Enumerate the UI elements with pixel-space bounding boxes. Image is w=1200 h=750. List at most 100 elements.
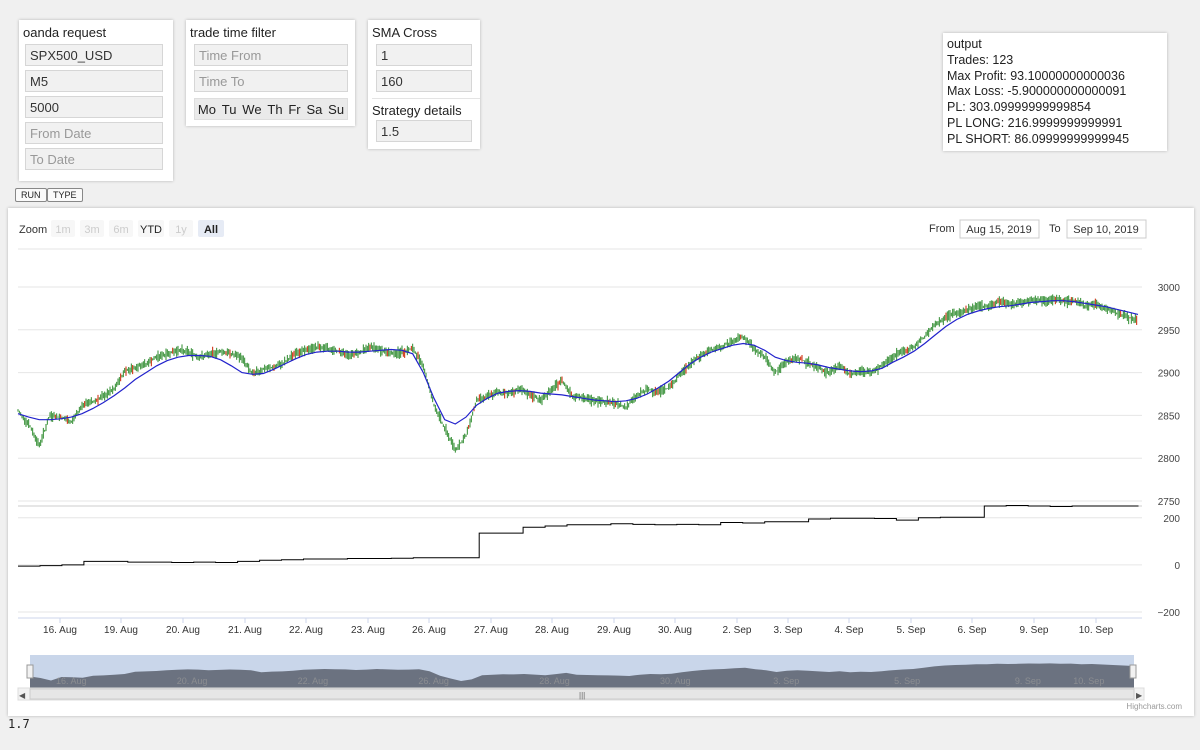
navigator-tick-label: 5. Sep bbox=[894, 676, 920, 686]
navigator-right-handle[interactable] bbox=[1129, 664, 1137, 679]
x-tick-label: 19. Aug bbox=[104, 625, 138, 636]
sma-slow-input[interactable] bbox=[376, 70, 472, 92]
instrument-input[interactable] bbox=[25, 44, 163, 66]
scroll-left-arrow-icon[interactable]: ◀ bbox=[19, 691, 26, 700]
chart-scrollbar-thumb[interactable] bbox=[29, 688, 1135, 700]
sma-fast-input[interactable] bbox=[376, 44, 472, 66]
output-title: output bbox=[947, 37, 982, 51]
output-trades: Trades: 123 bbox=[947, 52, 1014, 67]
output-pl-long: PL LONG: 216.9999999999991 bbox=[947, 115, 1123, 130]
zoom-button-1y[interactable]: 1y bbox=[169, 220, 193, 237]
highcharts-credits[interactable]: Highcharts.com bbox=[1126, 702, 1182, 711]
version-label: 1.7 bbox=[8, 717, 30, 731]
x-tick-label: 30. Aug bbox=[658, 625, 692, 636]
zoom-button-bg[interactable] bbox=[138, 220, 164, 237]
run-button[interactable]: RUN bbox=[15, 188, 47, 202]
zoom-label: Zoom bbox=[19, 224, 47, 236]
zoom-button-label[interactable]: 1y bbox=[175, 224, 187, 236]
type-button[interactable]: TYPE bbox=[47, 188, 83, 202]
navigator-tick-label: 9. Sep bbox=[1015, 676, 1041, 686]
navigator-tick-label: 20. Aug bbox=[177, 676, 208, 686]
from-date-value[interactable]: Aug 15, 2019 bbox=[966, 224, 1031, 236]
zoom-button-label[interactable]: 6m bbox=[113, 224, 128, 236]
time-from-input[interactable] bbox=[194, 44, 348, 66]
price-tick-label: 2750 bbox=[1158, 497, 1181, 508]
x-tick-label: 4. Sep bbox=[835, 625, 864, 636]
pl-series-line bbox=[17, 505, 1139, 567]
sma-series-line bbox=[17, 300, 1139, 425]
trade-time-filter-panel: trade time filter Mo Tu We Th Fr Sa Su bbox=[186, 20, 355, 126]
navigator-tick-label: 22. Aug bbox=[298, 676, 329, 686]
x-tick-label: 16. Aug bbox=[43, 625, 77, 636]
zoom-button-bg[interactable] bbox=[198, 220, 224, 237]
to-date-box[interactable] bbox=[1066, 219, 1147, 239]
zoom-button-6m[interactable]: 6m bbox=[109, 220, 133, 237]
navigator-left-handle[interactable] bbox=[26, 664, 34, 679]
count-input[interactable] bbox=[25, 96, 163, 118]
oanda-request-title: oanda request bbox=[23, 25, 107, 40]
zoom-button-label[interactable]: 1m bbox=[55, 224, 70, 236]
zoom-button-ytd[interactable]: YTD bbox=[138, 220, 164, 237]
day-toggle-th[interactable]: Th bbox=[267, 101, 283, 117]
trade-time-filter-title: trade time filter bbox=[190, 25, 276, 40]
x-tick-label: 10. Sep bbox=[1079, 625, 1114, 636]
time-to-input[interactable] bbox=[194, 70, 348, 92]
output-max-loss: Max Loss: -5.900000000000091 bbox=[947, 84, 1127, 99]
zoom-button-label[interactable]: 3m bbox=[84, 224, 99, 236]
x-tick-label: 5. Sep bbox=[897, 625, 926, 636]
sma-cross-panel: SMA Cross Strategy details bbox=[368, 20, 480, 149]
x-tick-label: 20. Aug bbox=[166, 625, 200, 636]
x-tick-label: 21. Aug bbox=[228, 625, 262, 636]
price-tick-label: 2800 bbox=[1158, 454, 1181, 465]
price-tick-label: 2900 bbox=[1158, 369, 1181, 380]
x-tick-label: 23. Aug bbox=[351, 625, 385, 636]
navigator-series-area bbox=[30, 663, 1134, 688]
scrollbar-grip-icon[interactable]: ||| bbox=[579, 691, 585, 700]
to-date-input[interactable] bbox=[25, 148, 163, 170]
output-pl-short: PL SHORT: 86.09999999999945 bbox=[947, 131, 1130, 146]
x-tick-label: 2. Sep bbox=[723, 625, 752, 636]
x-tick-label: 27. Aug bbox=[474, 625, 508, 636]
output-panel: output Trades: 123 Max Profit: 93.100000… bbox=[943, 33, 1167, 151]
x-tick-label: 22. Aug bbox=[289, 625, 323, 636]
stock-chart-panel: Zoom 1m 3m 6m YTD 1y All From Aug 15, 2019 To… bbox=[8, 208, 1194, 716]
stock-chart: Zoom 1m 3m 6m YTD 1y All From Aug 15, 2019 To… bbox=[17, 219, 1182, 711]
to-label: To bbox=[1049, 223, 1061, 235]
zoom-button-bg[interactable] bbox=[109, 220, 133, 237]
zoom-button-bg[interactable] bbox=[51, 220, 75, 237]
from-date-box[interactable] bbox=[959, 219, 1040, 239]
from-label: From bbox=[929, 223, 955, 235]
oanda-request-panel: oanda request bbox=[19, 20, 173, 181]
zoom-button-all[interactable]: All bbox=[198, 220, 224, 237]
strategy-details-input[interactable] bbox=[376, 120, 472, 142]
x-tick-label: 3. Sep bbox=[774, 625, 803, 636]
granularity-input[interactable] bbox=[25, 70, 163, 92]
zoom-button-bg[interactable] bbox=[169, 220, 193, 237]
zoom-button-label[interactable]: All bbox=[204, 224, 218, 236]
day-toggle-mo[interactable]: Mo bbox=[197, 101, 216, 117]
navigator-tick-label: 26. Aug bbox=[418, 676, 449, 686]
output-pl: PL: 303.09999999999854 bbox=[947, 100, 1091, 115]
navigator-tick-label: 3. Sep bbox=[773, 676, 799, 686]
zoom-button-1m[interactable]: 1m bbox=[51, 220, 75, 237]
scroll-right-arrow-icon[interactable]: ▶ bbox=[1136, 691, 1143, 700]
pl-tick-label: 200 bbox=[1163, 514, 1180, 525]
weekday-selector: Mo Tu We Th Fr Sa Su bbox=[194, 98, 348, 120]
price-tick-label: 2850 bbox=[1158, 411, 1181, 422]
to-date-value[interactable]: Sep 10, 2019 bbox=[1073, 224, 1138, 236]
x-tick-label: 26. Aug bbox=[412, 625, 446, 636]
day-toggle-su[interactable]: Su bbox=[328, 101, 345, 117]
day-toggle-sa[interactable]: Sa bbox=[306, 101, 323, 117]
from-date-input[interactable] bbox=[25, 122, 163, 144]
strategy-details-title: Strategy details bbox=[372, 98, 480, 118]
x-tick-label: 29. Aug bbox=[597, 625, 631, 636]
day-toggle-tu[interactable]: Tu bbox=[221, 101, 237, 117]
sma-cross-title: SMA Cross bbox=[372, 25, 438, 40]
zoom-button-3m[interactable]: 3m bbox=[80, 220, 104, 237]
zoom-button-bg[interactable] bbox=[80, 220, 104, 237]
day-toggle-we[interactable]: We bbox=[242, 101, 262, 117]
day-toggle-fr[interactable]: Fr bbox=[288, 101, 301, 117]
zoom-button-label[interactable]: YTD bbox=[140, 224, 162, 236]
navigator-tick-label: 28. Aug bbox=[539, 676, 570, 686]
price-tick-label: 3000 bbox=[1158, 283, 1181, 294]
